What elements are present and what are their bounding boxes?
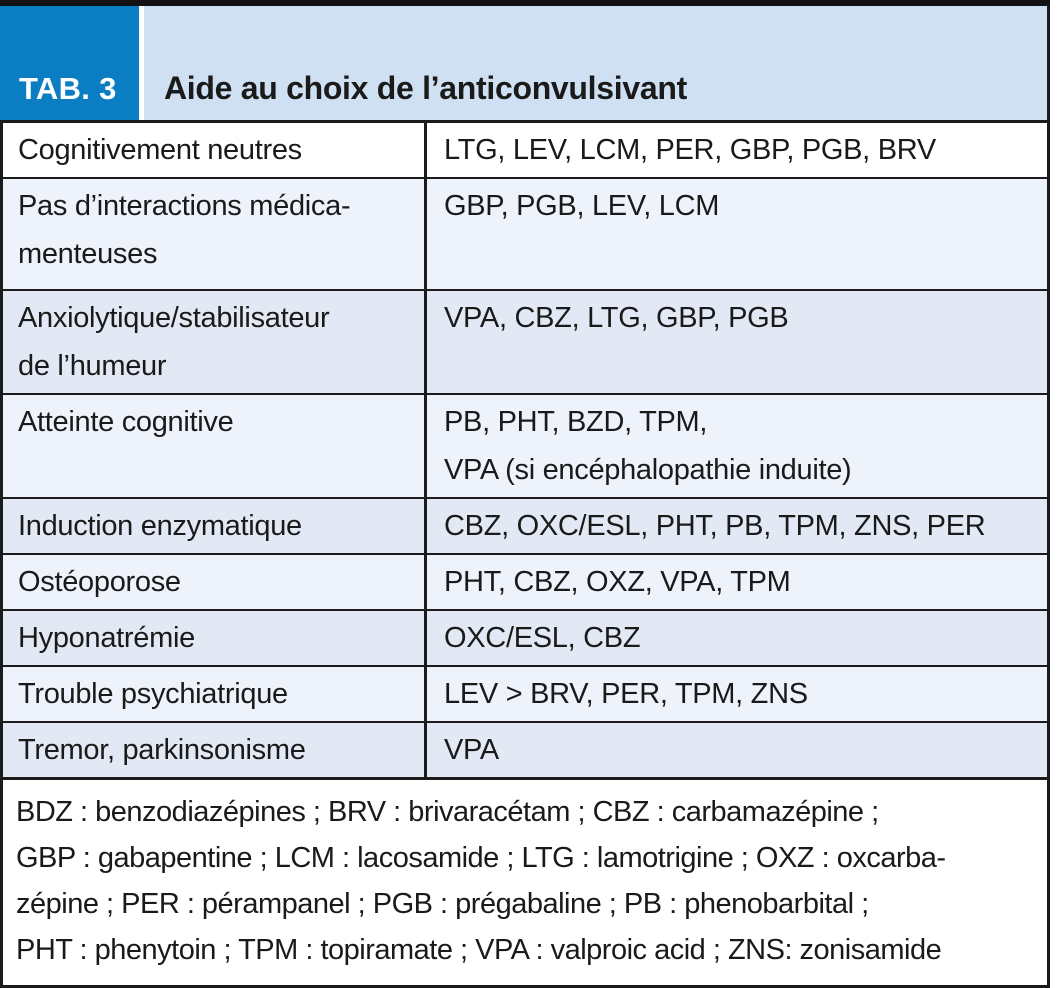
table-row: Atteinte cognitive PB, PHT, BZD, TPM, VP…: [3, 393, 1047, 497]
criterion-cell: Atteinte cognitive: [18, 406, 234, 438]
table-row: Trouble psychiatrique LEV > BRV, PER, TP…: [3, 665, 1047, 721]
table-row: Cognitivement neutres LTG, LEV, LCM, PER…: [3, 123, 1047, 177]
table-row: Induction enzymatique CBZ, OXC/ESL, PHT,…: [3, 497, 1047, 553]
criterion-cell: Hyponatrémie: [18, 622, 195, 654]
abbreviations-footnote: BDZ : benzodiazépines ; BRV : brivaracét…: [3, 777, 1047, 985]
table-row: Pas d’interactions médica- menteuses GBP…: [3, 177, 1047, 289]
criterion-cell: Pas d’interactions médica- menteuses: [18, 190, 351, 270]
table-row: Anxiolytique/stabilisateur de l’humeur V…: [3, 289, 1047, 393]
table-number-label: TAB. 3: [19, 71, 117, 106]
drugs-cell: CBZ, OXC/ESL, PHT, PB, TPM, ZNS, PER: [424, 499, 1047, 553]
drugs-cell: LTG, LEV, LCM, PER, GBP, PGB, BRV: [424, 123, 1047, 177]
drugs-cell: VPA: [424, 723, 1047, 777]
criterion-cell: Ostéoporose: [18, 566, 181, 598]
drugs-cell: PHT, CBZ, OXZ, VPA, TPM: [424, 555, 1047, 609]
drugs-cell: GBP, PGB, LEV, LCM: [424, 179, 1047, 289]
header-divider-gap: [139, 6, 144, 120]
table-header: TAB. 3 Aide au choix de l’anticonvulsiva…: [0, 6, 1050, 120]
table-row: Ostéoporose PHT, CBZ, OXZ, VPA, TPM: [3, 553, 1047, 609]
criterion-cell: Tremor, parkinsonisme: [18, 734, 306, 766]
anticonvulsant-table: Cognitivement neutres LTG, LEV, LCM, PER…: [0, 120, 1050, 988]
table-title-band: Aide au choix de l’anticonvulsivant: [144, 6, 1050, 120]
table-title: Aide au choix de l’anticonvulsivant: [164, 70, 687, 106]
drugs-cell: VPA, CBZ, LTG, GBP, PGB: [424, 291, 1047, 393]
drugs-cell: PB, PHT, BZD, TPM, VPA (si encéphalopath…: [424, 395, 1047, 497]
criterion-cell: Trouble psychiatrique: [18, 678, 288, 710]
drugs-cell: LEV > BRV, PER, TPM, ZNS: [424, 667, 1047, 721]
table-number-badge: TAB. 3: [0, 6, 139, 120]
table-row: Hyponatrémie OXC/ESL, CBZ: [3, 609, 1047, 665]
criterion-cell: Cognitivement neutres: [18, 134, 302, 166]
criterion-cell: Anxiolytique/stabilisateur de l’humeur: [18, 302, 330, 382]
drugs-cell: OXC/ESL, CBZ: [424, 611, 1047, 665]
table-row: Tremor, parkinsonisme VPA: [3, 721, 1047, 777]
top-rule: [0, 0, 1050, 6]
criterion-cell: Induction enzymatique: [18, 510, 302, 542]
